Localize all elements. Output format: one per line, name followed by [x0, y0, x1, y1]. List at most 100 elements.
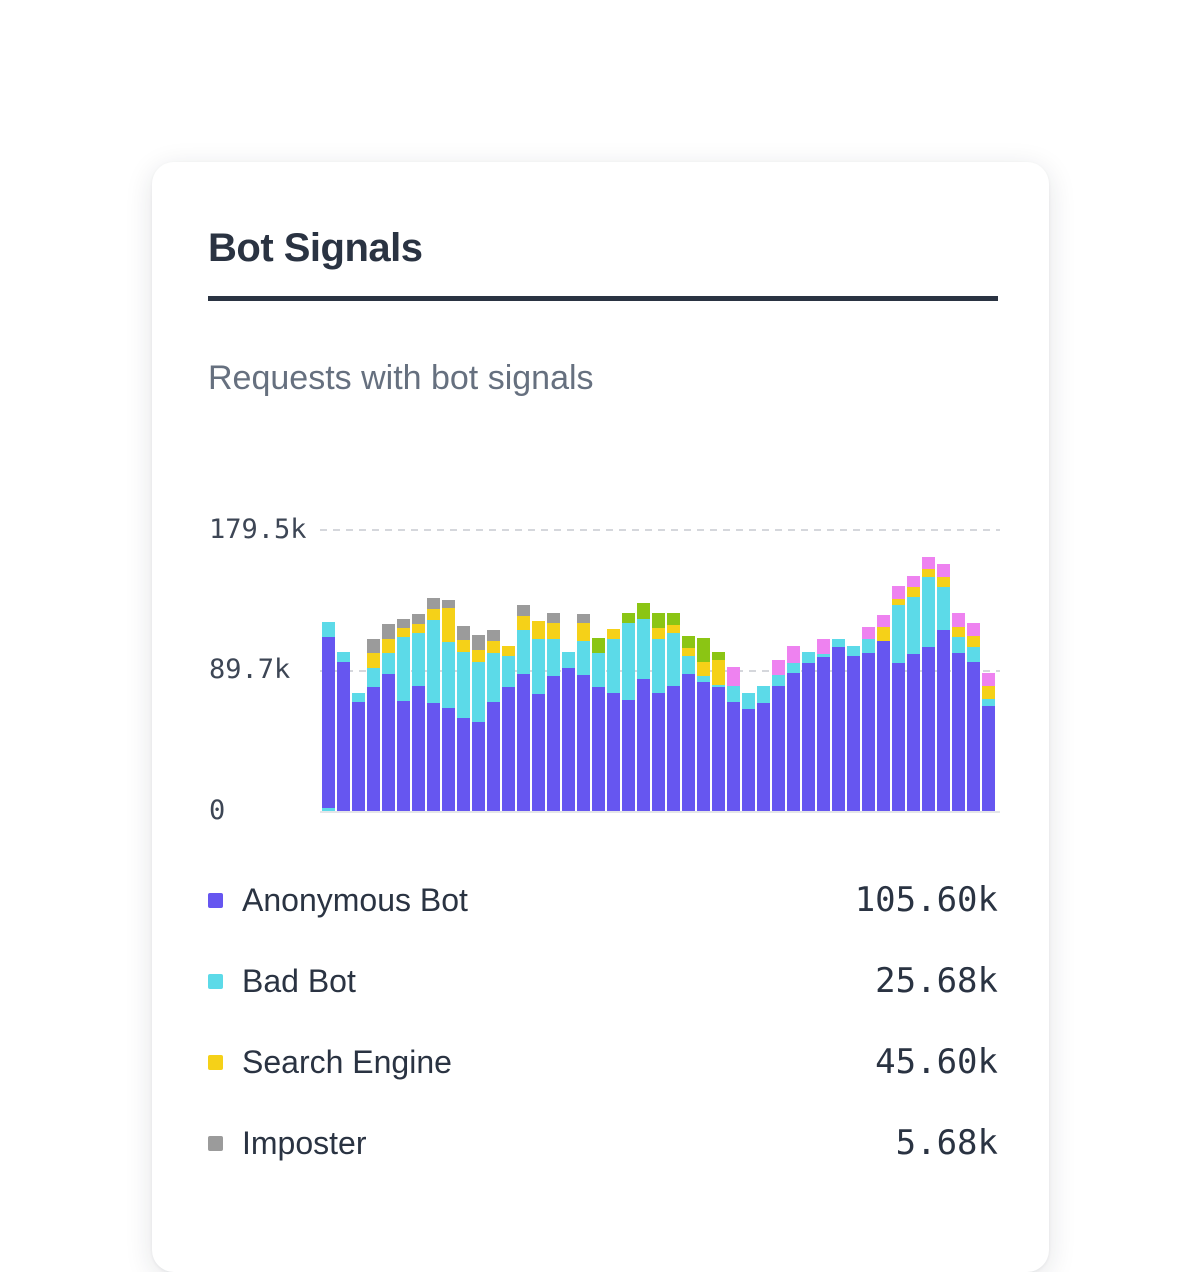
bar[interactable]: [877, 615, 890, 811]
bar[interactable]: [712, 651, 725, 811]
bar-segment-bad: [742, 693, 755, 710]
bot-signals-card: Bot Signals Requests with bot signals 17…: [152, 162, 1049, 1272]
bar-segment-bad: [952, 637, 965, 653]
bar[interactable]: [697, 638, 710, 811]
bar-segment-bad: [562, 651, 575, 669]
bar-segment-anonymous: [457, 718, 470, 811]
bar[interactable]: [652, 612, 665, 811]
bar-segment-anonymous: [832, 646, 845, 811]
x-axis-baseline: [320, 811, 1000, 813]
bar[interactable]: [682, 636, 695, 811]
stacked-bars-plot: [320, 521, 1000, 811]
bar[interactable]: [502, 645, 515, 811]
bar[interactable]: [457, 626, 470, 811]
bar-segment-bad: [772, 674, 785, 686]
bar[interactable]: [622, 613, 635, 811]
bar-segment-anonymous: [352, 701, 365, 811]
bar-segment-green: [667, 612, 680, 626]
bar-segment-bad: [697, 676, 710, 682]
bar-segment-bad: [787, 663, 800, 673]
bar-segment-anonymous: [727, 701, 740, 811]
bar-segment-anonymous: [757, 703, 770, 811]
bar-segment-anonymous: [337, 662, 350, 811]
bar-segment-anonymous: [697, 681, 710, 811]
bar-segment-anonymous: [577, 674, 590, 811]
legend-row-anonymous-bot[interactable]: Anonymous Bot 105.60k: [208, 880, 998, 920]
bar[interactable]: [787, 646, 800, 811]
bar[interactable]: [352, 692, 365, 811]
bar[interactable]: [562, 651, 575, 811]
bar-segment-search: [982, 685, 995, 700]
bar[interactable]: [772, 660, 785, 811]
bar[interactable]: [472, 635, 485, 811]
bar-segment-pink: [892, 586, 905, 600]
bar-segment-bad: [382, 653, 395, 675]
bar[interactable]: [637, 603, 650, 811]
bar[interactable]: [907, 576, 920, 811]
bar[interactable]: [517, 605, 530, 811]
bar[interactable]: [982, 672, 995, 811]
bar-segment-bad: [337, 651, 350, 663]
bar-segment-bad: [757, 686, 770, 704]
bar[interactable]: [367, 639, 380, 811]
bar-segment-bad: [637, 619, 650, 680]
bar[interactable]: [577, 614, 590, 811]
bar[interactable]: [667, 612, 680, 811]
gridline-max: [320, 529, 1000, 531]
bar[interactable]: [757, 686, 770, 811]
legend-value: 5.68k: [895, 1123, 998, 1163]
bar[interactable]: [862, 627, 875, 811]
bar-segment-search: [892, 599, 905, 606]
bar-segment-imposter: [412, 614, 425, 625]
legend-row-bad-bot[interactable]: Bad Bot 25.68k: [208, 961, 998, 1001]
bar[interactable]: [337, 651, 350, 811]
bar-segment-pink: [982, 672, 995, 686]
bar-segment-imposter: [472, 635, 485, 651]
bar-segment-anonymous: [607, 693, 620, 811]
bar-segment-pink: [907, 576, 920, 588]
bar[interactable]: [427, 598, 440, 811]
bar[interactable]: [847, 645, 860, 811]
bar[interactable]: [952, 613, 965, 811]
bar[interactable]: [382, 624, 395, 811]
bar-segment-bad: [967, 646, 980, 662]
bar[interactable]: [592, 638, 605, 811]
bar-segment-bad: [922, 576, 935, 647]
bar-segment-bad: [982, 699, 995, 707]
bar-segment-pink: [727, 667, 740, 686]
bar[interactable]: [397, 619, 410, 811]
bar[interactable]: [742, 693, 755, 811]
legend-row-search-engine[interactable]: Search Engine 45.60k: [208, 1042, 998, 1082]
legend-row-imposter[interactable]: Imposter 5.68k: [208, 1123, 998, 1163]
bar[interactable]: [532, 620, 545, 811]
bar[interactable]: [802, 651, 815, 811]
bar[interactable]: [832, 639, 845, 811]
bar-segment-bad: [712, 685, 725, 688]
bar[interactable]: [967, 622, 980, 811]
bar-segment-bad: [322, 808, 335, 811]
bar[interactable]: [412, 614, 425, 811]
bar[interactable]: [727, 667, 740, 811]
bar-segment-anonymous: [502, 687, 515, 811]
bar-segment-anonymous: [877, 640, 890, 811]
bar-segment-imposter: [367, 639, 380, 654]
bar-segment-pink: [952, 613, 965, 628]
y-axis-tick-mid: 89.7k: [209, 654, 291, 685]
bar-segment-search: [697, 661, 710, 677]
search-engine-swatch: [208, 1054, 223, 1070]
bar[interactable]: [937, 564, 950, 811]
bar[interactable]: [892, 586, 905, 811]
bar[interactable]: [607, 629, 620, 811]
bar[interactable]: [817, 639, 830, 811]
bar-segment-search: [472, 650, 485, 663]
bar-segment-anonymous: [712, 687, 725, 811]
bar-segment-bad: [907, 596, 920, 655]
bar[interactable]: [547, 613, 560, 811]
bar[interactable]: [442, 599, 455, 811]
bar-segment-bad: [547, 639, 560, 677]
bar-segment-imposter: [517, 605, 530, 616]
bar[interactable]: [922, 557, 935, 811]
bar[interactable]: [322, 621, 335, 811]
bar[interactable]: [487, 630, 500, 811]
bar-segment-anonymous: [592, 687, 605, 811]
